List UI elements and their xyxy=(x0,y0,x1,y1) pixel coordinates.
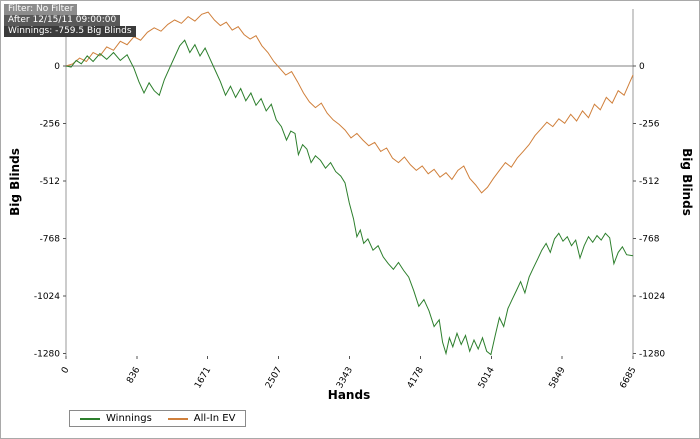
legend-item-allin-ev: All-In EV xyxy=(167,413,236,424)
x-tick-label: 3343 xyxy=(335,366,355,391)
x-tick-label: 2507 xyxy=(264,366,284,391)
x-tick-label: 4178 xyxy=(406,365,426,390)
x-tick-label: 0 xyxy=(60,365,72,375)
filter-status-text: Filter: No Filter xyxy=(4,4,78,15)
legend-label-winnings: Winnings xyxy=(106,413,152,424)
y-tick-label-left: -512 xyxy=(40,177,60,187)
y-tick-label-right: 0 xyxy=(639,62,645,72)
x-axis-label: Hands xyxy=(327,388,371,402)
y-tick-label-right: -512 xyxy=(639,177,659,187)
y-tick-label-right: -1024 xyxy=(639,292,665,302)
y-tick-label-right: -768 xyxy=(639,235,660,245)
allin-ev-line-swatch xyxy=(167,417,188,420)
legend-label-allin-ev: All-In EV xyxy=(193,413,236,424)
y-tick-label-left: -768 xyxy=(40,235,61,245)
y-tick-label-right: -256 xyxy=(639,120,660,130)
legend-item-winnings: Winnings xyxy=(80,413,152,424)
y-tick-label-left: 0 xyxy=(54,62,60,72)
winnings-line-swatch xyxy=(80,417,100,420)
series-line-winnings xyxy=(65,39,634,356)
x-tick-label: 6685 xyxy=(618,366,638,391)
x-tick-label: 5849 xyxy=(548,365,568,390)
date-filter-text: After 12/15/11 09:00:00 xyxy=(4,15,121,26)
x-tick-label: 836 xyxy=(125,365,142,385)
chart-legend: Winnings All-In EV xyxy=(69,410,247,427)
series-line-all-in-ev xyxy=(65,11,634,194)
y-tick-label-left: -1024 xyxy=(34,292,60,302)
filter-info-box: Filter: No Filter After 12/15/11 09:00:0… xyxy=(4,4,136,37)
winnings-summary-text: Winnings: -759.5 Big Blinds xyxy=(4,26,136,37)
y-tick-label-right: -1280 xyxy=(639,350,665,360)
y-tick-label-left: -1280 xyxy=(34,350,60,360)
x-tick-label: 1671 xyxy=(193,366,213,391)
y-tick-label-left: -256 xyxy=(40,120,61,130)
x-tick-label: 5014 xyxy=(477,365,497,390)
